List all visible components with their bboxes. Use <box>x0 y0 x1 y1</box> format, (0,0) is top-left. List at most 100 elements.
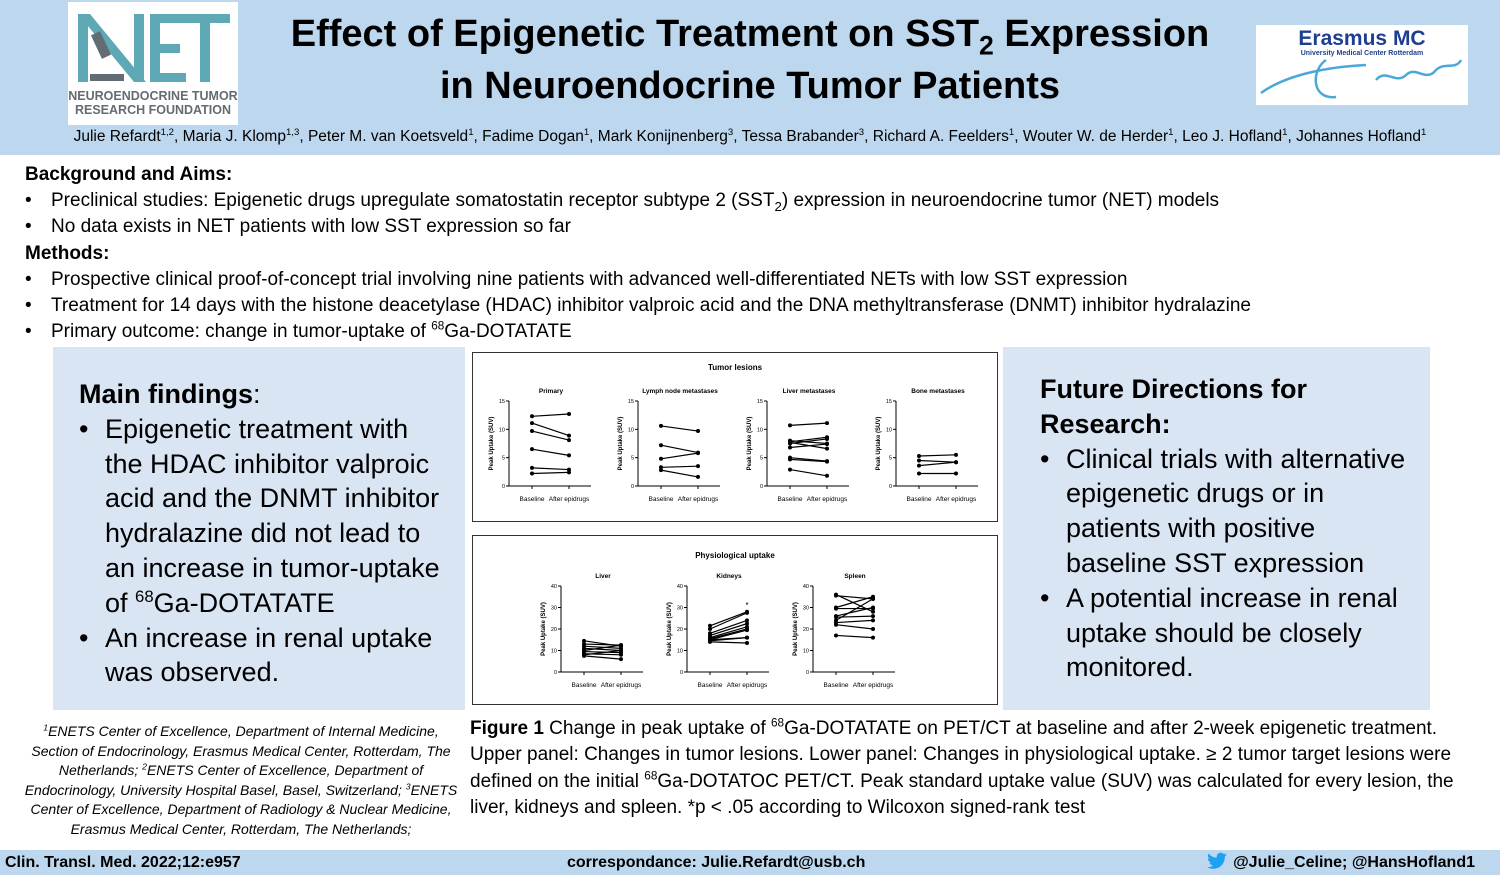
y-tick-label: 5 <box>502 456 505 462</box>
y-tick-label: 0 <box>889 484 892 490</box>
x-tick-label: After epidrugs <box>601 682 642 689</box>
y-tick-label: 10 <box>757 427 763 433</box>
chart-title: Physiological uptake <box>695 551 775 560</box>
after-point <box>696 474 700 479</box>
x-tick-label: After epidrugs <box>678 496 719 503</box>
paired-line <box>531 467 570 471</box>
title-line2: in Neuroendocrine Tumor Patients <box>439 65 1061 107</box>
after-point <box>696 429 700 434</box>
y-tick-label: 0 <box>806 670 809 676</box>
contact-email[interactable]: correspondance: Julie.Refardt@usb.ch <box>567 854 866 871</box>
y-axis-label: Peak Uptake (SUV) <box>489 417 495 471</box>
after-point <box>954 460 958 465</box>
y-axis-label: Peak Uptake (SUV) <box>667 602 673 656</box>
title-text: Effect of Epigenetic Treatment on SST <box>290 13 980 55</box>
x-tick-label: Baseline <box>698 682 723 689</box>
after-point <box>745 618 749 623</box>
y-tick-label: 40 <box>803 584 809 590</box>
svg-text:NEUROENDOCRINE TUMOR: NEUROENDOCRINE TUMOR <box>68 89 237 103</box>
citation: Clin. Transl. Med. 2022;12:e957 <box>5 854 241 871</box>
paired-line <box>531 448 570 456</box>
paired-line <box>709 619 748 634</box>
after-point <box>619 652 623 657</box>
after-point <box>745 621 749 626</box>
baseline-point <box>659 456 663 461</box>
x-tick-label: Baseline <box>572 682 597 689</box>
baseline-point <box>788 440 792 445</box>
baseline-point <box>582 638 586 643</box>
paired-line <box>789 436 828 443</box>
erasmus-logo-icon: Erasmus MC University Medical Center Rot… <box>1260 27 1463 99</box>
poster-header: NEUROENDOCRINE TUMOR RESEARCH FOUNDATION… <box>0 0 1500 155</box>
baseline-point <box>788 445 792 450</box>
baseline-point <box>530 447 534 452</box>
y-tick-label: 5 <box>889 456 892 462</box>
future-bullet: Clinical trials with alternative epigene… <box>1040 442 1410 581</box>
paired-line <box>709 626 748 639</box>
baseline-point <box>788 467 792 472</box>
future-directions-box: Future Directions for Research: Clinical… <box>1003 347 1430 710</box>
y-tick-label: 5 <box>631 456 634 462</box>
paired-line <box>789 438 828 445</box>
paired-line <box>918 461 957 467</box>
methods-bullet: Treatment for 14 days with the histone d… <box>25 293 1485 319</box>
tumor-lesions-panel: Tumor lesions Primary 0 5 10 15 Baseline After … <box>472 352 998 522</box>
paired-line <box>583 655 622 660</box>
twitter-handles[interactable]: @Julie_Celine; @HansHofland1 <box>1205 850 1475 875</box>
after-point <box>745 640 749 645</box>
paired-line <box>789 457 828 462</box>
paired-line <box>660 444 699 454</box>
after-point <box>825 436 829 441</box>
author: Mark Konijnenberg3 <box>597 126 734 145</box>
intro-section: Background and Aims: Preclinical studies… <box>25 162 1485 346</box>
paired-line <box>583 649 622 656</box>
paired-line <box>789 458 828 463</box>
paired-line <box>660 425 699 432</box>
after-point <box>567 470 571 475</box>
subplot-title: Bone metastases <box>911 388 965 395</box>
after-point <box>954 452 958 457</box>
methods-heading: Methods: <box>25 242 110 264</box>
finding-bullet: Epigenetic treatment with the HDAC inhib… <box>79 412 445 621</box>
y-tick-label: 15 <box>757 399 763 405</box>
net-logo-mark-icon: NEUROENDOCRINE TUMOR RESEARCH FOUNDATION <box>68 14 238 117</box>
paired-line <box>918 459 957 463</box>
x-tick-label: Baseline <box>907 496 932 503</box>
author: Julie Refardt1,2 <box>73 126 174 145</box>
baseline-point <box>834 615 838 620</box>
author: Tessa Brabander3 <box>741 126 865 145</box>
after-point <box>745 610 749 615</box>
after-point <box>567 438 571 443</box>
after-point <box>825 442 829 447</box>
y-tick-label: 15 <box>499 399 505 405</box>
after-point <box>745 635 749 640</box>
x-tick-label: After epidrugs <box>936 496 977 503</box>
baseline-point <box>788 457 792 462</box>
paired-line <box>531 471 570 475</box>
paired-line <box>918 454 957 457</box>
subplot-title: Liver metastases <box>783 388 836 395</box>
baseline-point <box>708 637 712 642</box>
after-point <box>871 635 875 640</box>
paired-line <box>709 637 748 641</box>
baseline-point <box>530 465 534 470</box>
after-point <box>871 596 875 601</box>
x-tick-label: Baseline <box>649 496 674 503</box>
paired-line <box>709 628 748 640</box>
background-heading: Background and Aims: <box>25 164 233 185</box>
y-tick-label: 0 <box>554 670 557 676</box>
baseline-point <box>917 453 921 458</box>
author-list: Julie Refardt1,2, Maria J. Klomp1,3, Pet… <box>73 126 1427 145</box>
baseline-point <box>834 606 838 611</box>
baseline-point <box>834 593 838 598</box>
after-point <box>871 605 875 610</box>
author: Fadime Dogan1 <box>482 126 590 145</box>
y-tick-label: 0 <box>502 484 505 490</box>
baseline-point <box>708 623 712 628</box>
title-subscript: 2 <box>979 30 994 61</box>
after-point <box>871 614 875 619</box>
author: Wouter W. de Herder1 <box>1022 126 1174 145</box>
baseline-point <box>530 429 534 434</box>
author: Johannes Hofland1 <box>1296 126 1427 145</box>
svg-text:Erasmus MC: Erasmus MC <box>1298 27 1425 50</box>
